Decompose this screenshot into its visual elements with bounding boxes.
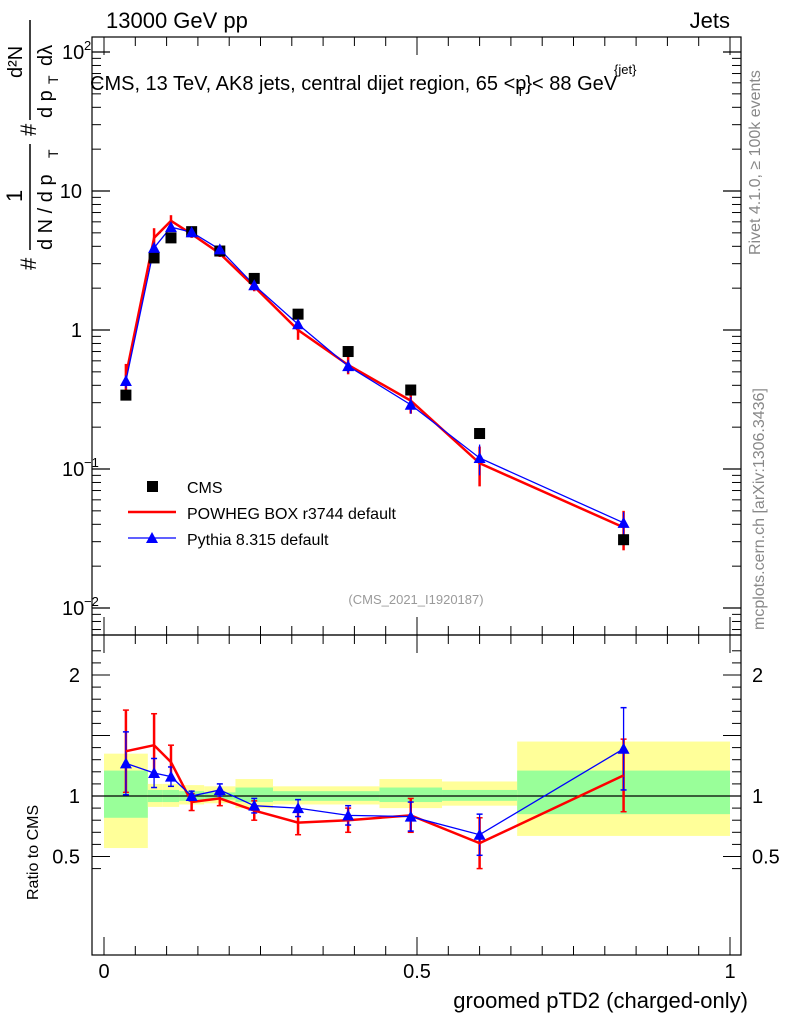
legend-marker-cms	[147, 481, 158, 492]
ratio-band-green	[235, 787, 274, 803]
pythia-point	[248, 279, 261, 291]
main-ytick-label: 10	[62, 598, 84, 620]
cms-point	[248, 272, 260, 284]
ratio-band-green	[379, 787, 443, 803]
ylabel-hash-2: #	[16, 123, 41, 136]
pythia-ratio-point	[342, 809, 355, 821]
ylabel-den-sub: T	[45, 149, 61, 158]
ratio-series	[119, 706, 630, 870]
ylabel-den2-sub: T	[45, 75, 61, 84]
ratio-panel: 0.5 0.5 1 1 2 2 0 0.5 1	[52, 634, 780, 983]
pythia-point	[342, 360, 355, 372]
cms-point	[165, 232, 177, 244]
watermark: (CMS_2021_I1920187)	[348, 592, 483, 607]
ratio-ytick-label: 2	[69, 665, 80, 687]
x-axis-label: groomed pTD2 (charged-only)	[453, 988, 748, 1013]
main-ytick-exp: −1	[84, 455, 99, 470]
ylabel-hash-1: #	[16, 257, 41, 270]
pythia-ratio-point	[248, 799, 261, 811]
side-label-bottom: mcplots.cern.ch [arXiv:1306.3436]	[751, 388, 768, 630]
pythia-point	[164, 221, 177, 233]
cms-point	[292, 308, 304, 320]
pythia-point	[404, 398, 417, 410]
pythia-ratio-point	[185, 790, 198, 801]
ratio-ytick-label-right: 2	[752, 665, 763, 687]
side-label-top: Rivet 4.1.0, ≥ 100k events	[747, 70, 764, 255]
ylabel-den3: dλ	[35, 45, 57, 66]
legend-label-cms: CMS	[187, 480, 223, 497]
ratio-ytick-label: 1	[69, 786, 80, 808]
ratio-ytick-label: 0.5	[52, 847, 80, 869]
pythia-ratio-point	[148, 767, 161, 779]
ratio-ylabel: Ratio to CMS	[25, 805, 42, 900]
cms-point	[148, 252, 160, 264]
header-right: Jets	[690, 8, 730, 33]
pythia-point	[292, 318, 305, 330]
pythia-ratio-point	[404, 810, 417, 822]
cms-point	[120, 389, 132, 401]
legend: CMS POWHEG BOX r3744 default Pythia 8.31…	[128, 480, 397, 549]
main-ytick-exp: −2	[84, 594, 99, 609]
cms-point	[618, 534, 630, 546]
cms-point	[474, 428, 486, 440]
ylabel-den2: d p	[35, 90, 57, 118]
pythia-point	[119, 374, 132, 386]
main-title: CMS, 13 TeV, AK8 jets, central dijet reg…	[90, 73, 618, 99]
main-title-text: CMS, 13 TeV, AK8 jets, central dijet reg…	[90, 73, 526, 95]
header-left: 13000 GeV pp	[106, 8, 248, 33]
main-ytick-label: 10	[60, 181, 82, 203]
ratio-ticks	[92, 635, 741, 955]
pythia-ratio-point	[213, 783, 226, 795]
cms-point	[405, 384, 417, 396]
pythia-point	[617, 516, 630, 528]
ratio-band-green	[442, 789, 518, 801]
pythia-point	[473, 451, 486, 463]
pythia-ratio-point	[473, 828, 486, 840]
main-title-tail: }< 88 GeV	[525, 73, 617, 95]
main-ticks	[92, 37, 741, 635]
pythia-ratio-point	[119, 757, 132, 769]
pythia-line	[125, 226, 624, 524]
cms-point	[342, 346, 354, 358]
ylabel-one: 1	[2, 190, 27, 202]
main-ytick-label: 1	[71, 320, 82, 342]
pythia-point	[185, 226, 198, 238]
ratio-labels: 0.5 0.5 1 1 2 2 0 0.5 1	[52, 665, 780, 983]
pythia-ratio-point	[164, 770, 177, 782]
main-ytick-label: 10	[62, 459, 84, 481]
main-ytick-exp: 2	[84, 38, 91, 53]
main-ytick-label: 10	[62, 42, 84, 64]
xtick-label: 0.5	[403, 961, 431, 983]
ratio-ytick-label-right: 1	[752, 786, 763, 808]
ylabel-den: d N / d p	[35, 174, 57, 250]
legend-label-powheg: POWHEG BOX r3744 default	[187, 506, 397, 523]
main-series	[119, 215, 630, 551]
legend-marker-pythia	[146, 532, 158, 543]
main-ylabel: # 1 d N / d p T # d²N d p T dλ	[2, 20, 61, 270]
main-title-sub: T	[516, 84, 524, 99]
ratio-ytick-label-right: 0.5	[752, 847, 780, 869]
pythia-ratio-point	[617, 742, 630, 754]
xtick-label: 1	[724, 961, 735, 983]
pythia-point	[213, 243, 226, 255]
ylabel-num: d²N	[5, 46, 27, 78]
main-title-sup: {jet}	[614, 62, 637, 77]
pythia-point	[148, 241, 161, 253]
legend-label-pythia: Pythia 8.315 default	[187, 532, 329, 549]
pythia-ratio-point	[292, 802, 305, 814]
xtick-label: 0	[98, 961, 109, 983]
